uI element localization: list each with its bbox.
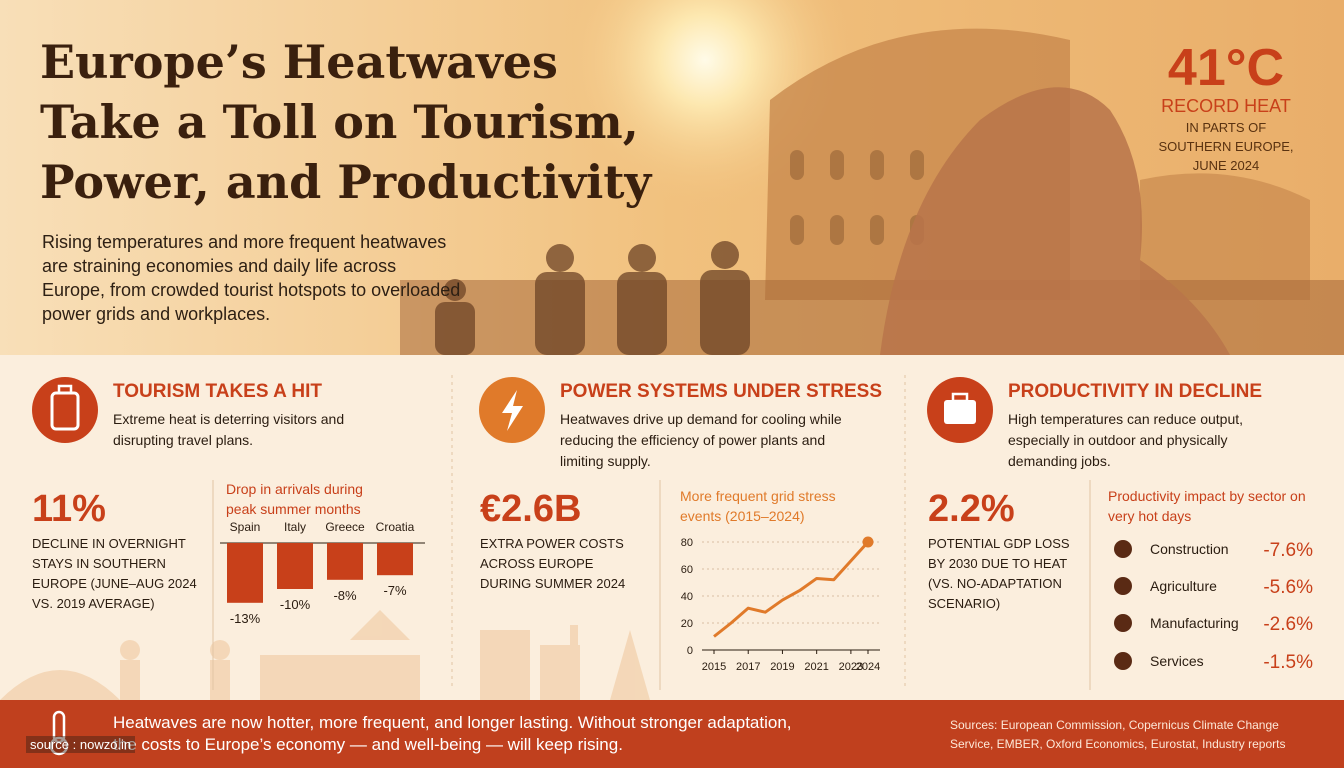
sector-icon bbox=[1114, 652, 1132, 670]
y-tick-label: 80 bbox=[681, 537, 693, 549]
chart-title: Productivity impact by sector on very ho… bbox=[1108, 488, 1306, 524]
y-tick-label: 20 bbox=[681, 618, 693, 630]
section-title: PRODUCTIVITY IN DECLINE bbox=[1008, 381, 1263, 402]
stat-text: DECLINE IN OVERNIGHT STAYS IN SOUTHERN E… bbox=[32, 536, 197, 611]
watermark: source : nowzo.in bbox=[26, 736, 136, 753]
title-line: Take a Toll on Tourism, bbox=[40, 95, 639, 149]
sector-name: Construction bbox=[1150, 541, 1229, 557]
value-label: -8% bbox=[333, 588, 357, 603]
y-tick-label: 0 bbox=[687, 645, 693, 657]
x-tick-label: 2015 bbox=[702, 661, 726, 673]
x-tick-label: 2021 bbox=[804, 661, 828, 673]
value-label: -13% bbox=[230, 611, 261, 626]
category-label: Italy bbox=[284, 520, 306, 534]
highlight-label: RECORD HEAT bbox=[1161, 96, 1291, 116]
section-text: Heatwaves drive up demand for cooling wh… bbox=[560, 411, 842, 469]
section-text: Extreme heat is deterring visitors and d… bbox=[113, 411, 345, 448]
highlight-note: IN PARTS OF SOUTHERN EUROPE, JUNE 2024 bbox=[1158, 120, 1294, 173]
sector-name: Services bbox=[1150, 653, 1204, 669]
chart-title: More frequent grid stress events (2015–2… bbox=[680, 488, 836, 524]
sector-icon bbox=[1114, 614, 1132, 632]
stat-text: EXTRA POWER COSTS ACROSS EUROPE DURING S… bbox=[480, 536, 626, 591]
y-tick-label: 40 bbox=[681, 591, 693, 603]
bar bbox=[277, 543, 313, 589]
sector-name: Agriculture bbox=[1150, 578, 1217, 594]
title: Europe’s Heatwaves Take a Toll on Touris… bbox=[40, 32, 651, 212]
y-tick-label: 60 bbox=[681, 564, 693, 576]
section-title: POWER SYSTEMS UNDER STRESS bbox=[560, 381, 882, 402]
bar bbox=[377, 543, 413, 576]
value-label: -10% bbox=[280, 597, 311, 612]
value-label: -7% bbox=[383, 583, 407, 598]
section-text: High temperatures can reduce output, esp… bbox=[1008, 411, 1244, 469]
section-title: TOURISM TAKES A HIT bbox=[113, 381, 322, 402]
sector-value: -7.6% bbox=[1263, 540, 1313, 561]
category-label: Greece bbox=[325, 520, 365, 534]
sector-value: -2.6% bbox=[1263, 614, 1313, 635]
bar bbox=[227, 543, 263, 603]
bar bbox=[327, 543, 363, 580]
stat-text: POTENTIAL GDP LOSS BY 2030 DUE TO HEAT (… bbox=[928, 536, 1070, 611]
x-tick-label: 2017 bbox=[736, 661, 760, 673]
sector-value: -5.6% bbox=[1263, 577, 1313, 598]
chart-title: Drop in arrivals during peak summer mont… bbox=[226, 481, 363, 517]
sector-icon bbox=[1114, 577, 1132, 595]
footer-text: Heatwaves are now hotter, more frequent,… bbox=[113, 713, 792, 754]
line bbox=[713, 540, 870, 638]
sources: Sources: European Commission, Copernicus… bbox=[950, 718, 1286, 751]
category-label: Croatia bbox=[376, 520, 415, 534]
stat: 2.2% bbox=[928, 488, 1015, 530]
title-line: Power, and Productivity bbox=[40, 155, 652, 209]
sector-name: Manufacturing bbox=[1150, 615, 1239, 631]
stat: 11% bbox=[32, 488, 106, 530]
x-tick-label: 2023 bbox=[839, 661, 863, 673]
sector-icon bbox=[1114, 540, 1132, 558]
subtitle: Rising temperatures and more frequent he… bbox=[42, 232, 461, 324]
x-tick-label: 2019 bbox=[770, 661, 794, 673]
sector-value: -1.5% bbox=[1263, 652, 1313, 673]
title-line: Europe’s Heatwaves bbox=[40, 35, 558, 89]
highlight-value: 41°C bbox=[1167, 39, 1285, 97]
end-marker bbox=[862, 536, 874, 548]
category-label: Spain bbox=[230, 520, 261, 534]
stat: €2.6B bbox=[480, 488, 582, 530]
x-tick-label: 2024 bbox=[856, 661, 880, 673]
